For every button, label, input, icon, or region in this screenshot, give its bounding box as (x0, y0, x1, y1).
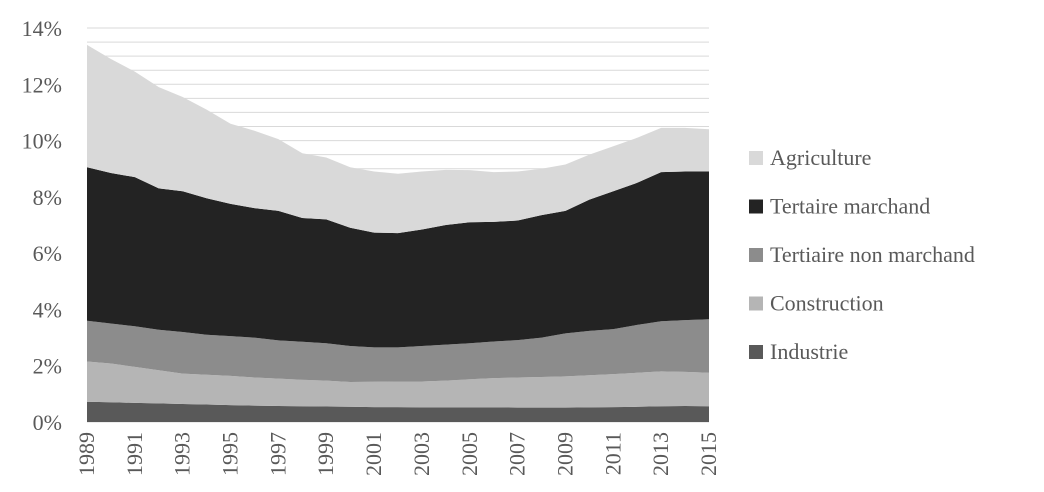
y-tick-label: 8% (33, 185, 62, 210)
legend-swatch-tertaire-marchand (749, 199, 763, 214)
x-tick-label: 1989 (74, 432, 99, 476)
x-tick-label: 2005 (457, 432, 482, 476)
y-tick-label: 12% (22, 72, 62, 97)
x-tick-label: 2003 (409, 432, 434, 476)
legend-label-construction: Construction (770, 291, 884, 316)
x-tick-label: 2011 (600, 432, 625, 475)
y-tick-label: 0% (33, 410, 62, 435)
legend-label-industrie: Industrie (770, 339, 848, 364)
y-tick-label: 6% (33, 241, 62, 266)
x-axis-tick-labels: 1989 1991 1993 1995 1997 1999 2001 2003 2005 2007… (74, 432, 721, 476)
area-series (87, 44, 709, 422)
x-tick-label: 2015 (696, 432, 721, 476)
area-agriculture (87, 44, 709, 234)
y-axis-tick-labels: 0% 2% 4% 6% 8% 10% 12% 14% (22, 16, 62, 435)
y-tick-label: 10% (22, 129, 62, 154)
x-tick-label: 2009 (552, 432, 577, 476)
x-tick-label: 2007 (505, 432, 530, 476)
legend-swatch-industrie (749, 345, 763, 359)
x-tick-label: 2013 (648, 432, 673, 476)
legend: Agriculture Tertaire marchand Tertiaire no… (749, 145, 975, 364)
area-tertiaire-non-marchand (87, 319, 709, 383)
y-tick-label: 2% (33, 354, 62, 379)
x-tick-label: 1995 (218, 432, 243, 476)
x-tick-label: 1999 (313, 432, 338, 476)
x-tick-label: 1993 (170, 432, 195, 476)
y-tick-label: 14% (22, 16, 62, 41)
area-industrie (87, 401, 709, 422)
legend-label-tertaire-marchand: Tertaire marchand (770, 194, 930, 219)
x-tick-label: 1997 (265, 432, 290, 476)
x-tick-label: 2001 (361, 432, 386, 476)
legend-label-tertiaire-non-marchand: Tertiaire non marchand (770, 242, 975, 267)
legend-label-agriculture: Agriculture (770, 145, 871, 170)
legend-swatch-tertiaire-non-marchand (749, 248, 763, 262)
area-construction (87, 361, 709, 408)
y-tick-label: 4% (33, 297, 62, 322)
x-tick-label: 1991 (122, 432, 147, 476)
legend-swatch-agriculture (749, 151, 763, 165)
legend-swatch-construction (749, 296, 763, 311)
area-tertaire-marchand (87, 167, 709, 348)
